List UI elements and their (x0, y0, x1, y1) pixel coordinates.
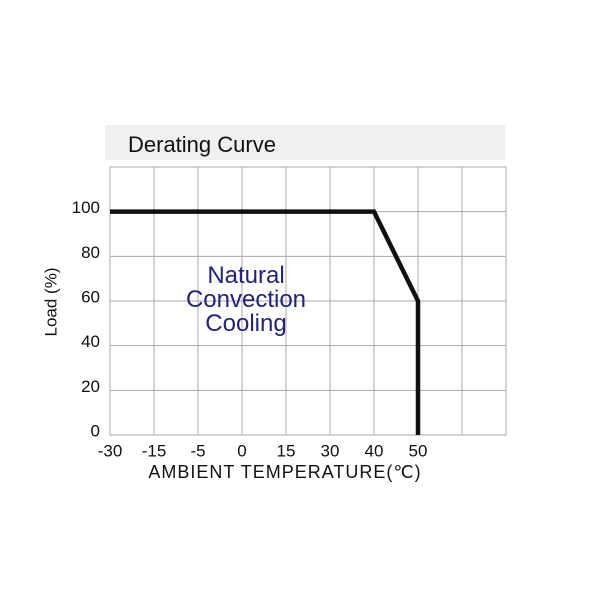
x-tick-label: -5 (190, 441, 205, 460)
x-tick-label: -30 (98, 441, 123, 460)
y-tick-label: 100 (72, 198, 100, 217)
x-tick-label: 40 (365, 441, 384, 460)
title-box (105, 125, 505, 160)
y-tick-label: 0 (91, 421, 100, 440)
x-tick-label: 30 (321, 441, 340, 460)
annotation-line: Natural (207, 262, 284, 289)
y-tick-label: 20 (81, 377, 100, 396)
x-tick-label: 0 (237, 441, 246, 460)
data-line (110, 209, 421, 435)
y-tick-label: 80 (81, 243, 100, 262)
x-axis-label: AMBIENT TEMPERATURE(℃) (148, 462, 421, 482)
x-tick-label: 15 (277, 441, 296, 460)
chart-title: Derating Curve (128, 132, 276, 157)
y-tick-label: 60 (81, 287, 100, 306)
annotation: Natural Convection Cooling (186, 262, 306, 337)
annotation-line: Convection (186, 286, 306, 313)
y-axis-label: Load (%) (41, 268, 60, 337)
y-tick-label: 40 (81, 332, 100, 351)
x-tick-label: -15 (142, 441, 167, 460)
x-tick-label: 50 (409, 441, 428, 460)
annotation-line: Cooling (205, 310, 286, 337)
